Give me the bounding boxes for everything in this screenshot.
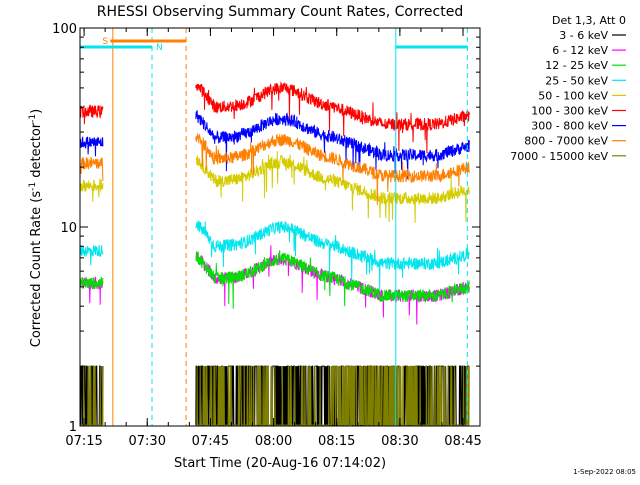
series-trace: [195, 151, 470, 223]
x-tick-label: 08:30: [381, 434, 418, 449]
x-tick-label: 08:15: [318, 434, 355, 449]
series-12-25kev: [79, 250, 470, 309]
series-trace: [79, 136, 104, 157]
data-layer: [79, 81, 470, 426]
x-axis-title: Start Time (20-Aug-16 07:14:02): [174, 456, 386, 471]
legend-header: Det 1,3, Att 0: [552, 14, 626, 27]
y-tick-label: 10: [60, 221, 77, 236]
y-tick-label: 100: [52, 22, 77, 37]
series-300-800kev: [79, 110, 470, 180]
flag-label: N: [156, 43, 163, 53]
legend-entry-label: 25 - 50 keV: [545, 74, 608, 87]
series-trace: [195, 133, 470, 205]
series-trace: [79, 276, 104, 290]
y-tick-label: 1: [69, 420, 77, 435]
x-tick-label: 08:45: [444, 434, 481, 449]
series-800-7000kev: [79, 133, 470, 205]
series-trace: [79, 244, 104, 266]
legend-entry-label: 6 - 12 keV: [552, 44, 608, 57]
legend-entry-label: 300 - 800 keV: [531, 120, 608, 133]
series-trace: [195, 110, 470, 180]
flag-label: S: [102, 37, 108, 47]
x-tick-label: 07:15: [65, 434, 102, 449]
series-7000-15000kev: [80, 365, 470, 426]
series-trace: [195, 81, 470, 154]
series-trace: [195, 365, 470, 426]
series-trace: [79, 156, 104, 181]
x-tick-label: 07:45: [192, 434, 229, 449]
legend-entry-label: 800 - 7000 keV: [524, 135, 608, 148]
chart-title: RHESSI Observing Summary Count Rates, Co…: [97, 4, 463, 20]
series-trace: [79, 178, 104, 202]
series-50-100kev: [79, 151, 470, 223]
x-tick-label: 07:30: [129, 434, 166, 449]
footer-timestamp: 1-Sep-2022 08:05: [573, 468, 636, 476]
flag-layer: SN: [80, 28, 468, 426]
series-trace: [195, 220, 470, 290]
x-tick-label: 08:00: [255, 434, 292, 449]
legend-entry-label: 12 - 25 keV: [545, 59, 608, 72]
series-trace: [195, 250, 470, 309]
series-trace: [79, 103, 104, 125]
y-axis-title: Corrected Count Rate (s-1 detector-1): [28, 109, 44, 347]
legend-entry-label: 7000 - 15000 keV: [510, 150, 608, 163]
series-100-300kev: [79, 81, 470, 154]
legend-entry-label: 100 - 300 keV: [531, 105, 608, 118]
legend-entry-label: 3 - 6 keV: [559, 29, 608, 42]
series-25-50kev: [79, 220, 470, 290]
legend: Det 1,3, Att 0 3 - 6 keV 6 - 12 keV 12 - 2…: [510, 14, 626, 163]
series-trace: [80, 365, 104, 426]
legend-entry-label: 50 - 100 keV: [538, 89, 608, 102]
axis-layer: 1 10 100 07:15 07:30 07:45 08:00 08:15 08:30 08:4…: [52, 22, 482, 449]
